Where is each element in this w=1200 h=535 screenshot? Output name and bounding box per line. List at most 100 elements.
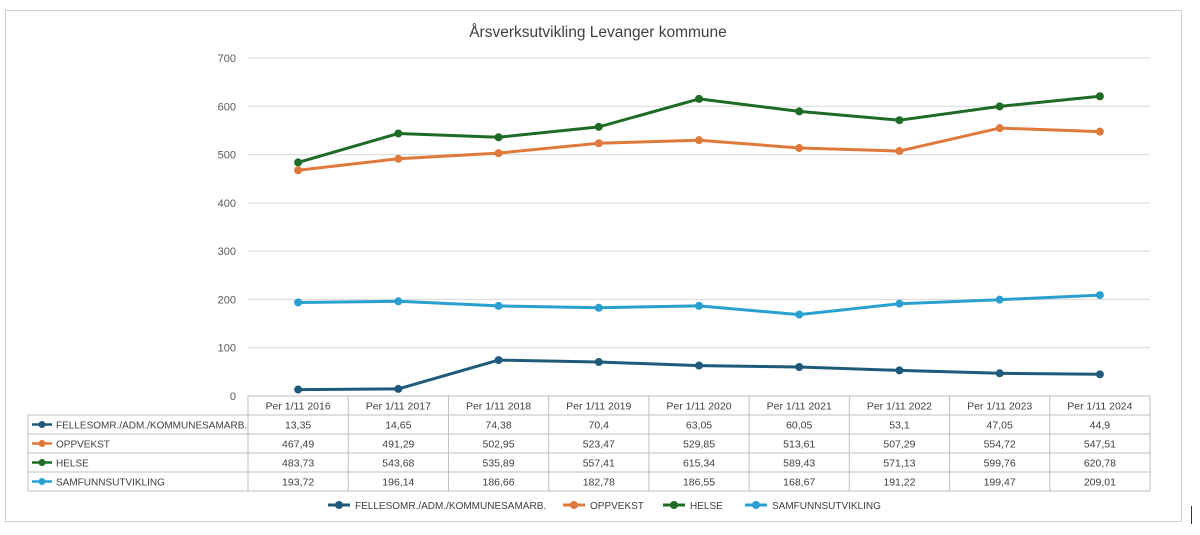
table-cell: 182,78 — [583, 477, 615, 489]
y-tick-label: 200 — [218, 294, 236, 306]
table-cell: 507,29 — [883, 439, 915, 451]
table-cell: 193,72 — [282, 477, 314, 489]
table-cell: 620,78 — [1084, 458, 1116, 470]
y-tick-label: 600 — [218, 101, 236, 113]
data-point — [594, 139, 603, 148]
data-point — [795, 107, 804, 116]
data-point — [795, 143, 804, 152]
data-point — [695, 136, 703, 145]
data-point — [294, 158, 303, 167]
legend-label: FELLESOMR./ADM./KOMMUNESAMARB. — [355, 501, 546, 512]
table-series-name: SAMFUNNSUTVIKLING — [56, 478, 165, 489]
data-point — [294, 298, 303, 307]
data-point — [1095, 370, 1104, 379]
y-tick-label: 400 — [218, 198, 236, 210]
x-tick-label: Per 1/11 2020 — [666, 401, 731, 413]
data-point — [1095, 291, 1104, 300]
table-cell: 209,01 — [1084, 477, 1116, 489]
data-point — [494, 356, 503, 365]
table-cell: 14,65 — [385, 420, 411, 432]
x-tick-label: Per 1/11 2018 — [466, 401, 531, 413]
table-cell: 491,29 — [382, 439, 414, 451]
table-cell: 554,72 — [984, 439, 1016, 451]
data-point — [895, 366, 904, 375]
data-point — [594, 358, 603, 367]
y-tick-label: 0 — [230, 391, 236, 403]
data-point — [494, 301, 503, 310]
legend-key-marker — [570, 501, 578, 509]
data-point — [294, 166, 303, 175]
table-legend-key-marker — [38, 478, 46, 485]
table-cell: 63,05 — [686, 420, 712, 432]
legend-key-marker — [335, 501, 343, 509]
table-cell: 571,13 — [883, 458, 915, 470]
data-point — [895, 299, 904, 308]
legend-label: OPPVEKST — [590, 501, 644, 512]
table-cell: 615,34 — [683, 458, 715, 470]
table-cell: 196,14 — [382, 477, 414, 489]
data-point — [995, 102, 1004, 111]
x-tick-label: Per 1/11 2019 — [566, 401, 631, 413]
table-cell: 483,73 — [282, 458, 314, 470]
y-tick-label: 100 — [218, 343, 236, 355]
chart-frame — [5, 10, 1182, 522]
table-cell: 186,66 — [482, 477, 514, 489]
table-cell: 53,1 — [889, 420, 910, 432]
table-legend-key-marker — [38, 440, 46, 447]
x-tick-label: Per 1/11 2016 — [266, 401, 331, 413]
data-point — [895, 147, 904, 156]
table-series-name: FELLESOMR./ADM./KOMMUNESAMARB. — [56, 421, 247, 432]
table-cell: 599,76 — [984, 458, 1016, 470]
x-tick-label: Per 1/11 2017 — [366, 401, 431, 413]
legend-label: SAMFUNNSUTVIKLING — [772, 501, 881, 512]
table-cell: 547,51 — [1084, 439, 1116, 451]
data-point — [394, 154, 403, 163]
y-tick-label: 300 — [218, 246, 236, 258]
table-cell: 589,43 — [783, 458, 815, 470]
y-tick-label: 500 — [218, 150, 236, 162]
table-cell: 557,41 — [583, 458, 615, 470]
data-point — [695, 361, 703, 370]
table-cell: 467,49 — [282, 439, 314, 451]
table-cell: 535,89 — [482, 458, 514, 470]
data-point — [594, 122, 603, 131]
table-legend-key-marker — [38, 459, 46, 466]
legend-label: HELSE — [690, 501, 723, 512]
legend-key-marker — [752, 501, 760, 509]
table-cell: 191,22 — [883, 477, 915, 489]
table-cell: 523,47 — [583, 439, 615, 451]
data-point — [995, 369, 1004, 378]
data-point — [394, 384, 403, 393]
table-cell: 529,85 — [683, 439, 715, 451]
table-cell: 513,61 — [783, 439, 815, 451]
table-series-name: OPPVEKST — [56, 440, 110, 451]
table-cell: 168,67 — [783, 477, 815, 489]
table-legend-key-marker — [38, 421, 46, 428]
data-point — [895, 116, 904, 125]
x-tick-label: Per 1/11 2022 — [867, 401, 932, 413]
data-point — [1095, 127, 1104, 136]
x-tick-label: Per 1/11 2021 — [767, 401, 832, 413]
data-point — [494, 149, 503, 158]
data-point — [795, 310, 804, 319]
data-point — [594, 303, 603, 312]
data-point — [394, 129, 403, 138]
table-cell: 186,55 — [683, 477, 715, 489]
table-cell: 502,95 — [482, 439, 514, 451]
table-cell: 199,47 — [984, 477, 1016, 489]
data-point — [494, 133, 503, 142]
legend-key-marker — [670, 501, 678, 509]
x-tick-label: Per 1/11 2023 — [967, 401, 1032, 413]
data-point — [1095, 92, 1104, 101]
data-point — [695, 301, 703, 310]
data-point — [995, 124, 1004, 133]
data-point — [795, 363, 804, 372]
table-cell: 543,68 — [382, 458, 414, 470]
data-point — [695, 94, 703, 103]
table-cell: 44,9 — [1090, 420, 1111, 432]
table-cell: 13,35 — [285, 420, 311, 432]
data-point — [394, 297, 403, 306]
y-tick-label: 700 — [218, 53, 236, 65]
x-tick-label: Per 1/11 2024 — [1067, 401, 1132, 413]
